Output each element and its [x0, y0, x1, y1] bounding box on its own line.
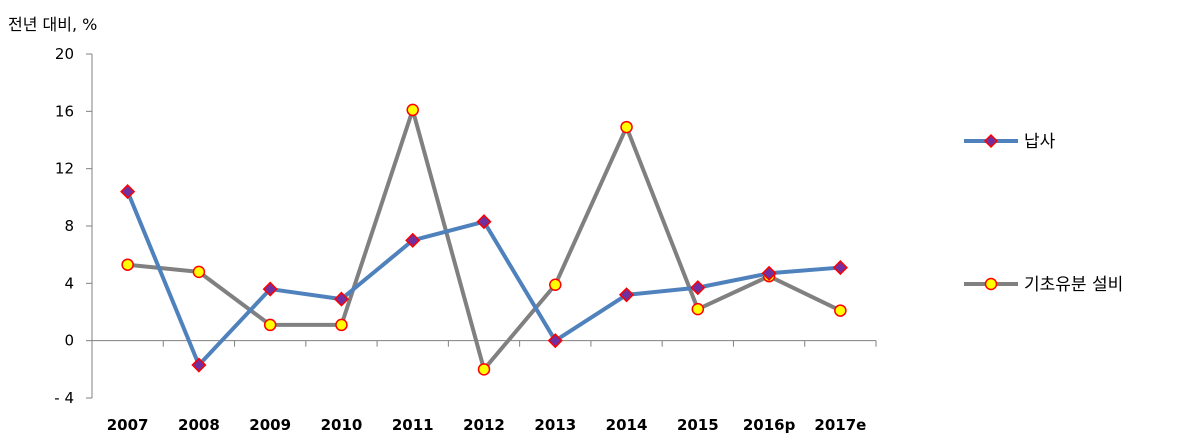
data-point [335, 318, 348, 332]
series-2 [121, 103, 847, 376]
y-tick-label: - 4 [54, 389, 74, 407]
y-tick-label: 0 [64, 332, 74, 350]
x-tick-label: 2015 [677, 416, 719, 434]
x-tick-label: 2013 [534, 416, 576, 434]
data-point [333, 291, 350, 307]
x-tick-labels: 2007 2008 2009 2010 2011 2012 2013 2014 2015 2016… [107, 416, 867, 434]
data-point [691, 302, 705, 316]
x-tick-label: 2007 [107, 416, 149, 434]
y-tick-label: 12 [55, 160, 74, 178]
legend-marker [983, 133, 999, 149]
data-point [477, 363, 491, 376]
data-point [262, 281, 278, 297]
x-tick-label: 2014 [606, 416, 648, 434]
data-point [549, 278, 562, 292]
data-point [121, 258, 134, 271]
data-point [263, 318, 277, 332]
legend-label: 기초유분 설비 [1024, 275, 1123, 295]
x-tick-label: 2011 [392, 416, 434, 434]
x-tick-label: 2016p [743, 416, 796, 434]
x-tick-label: 2008 [178, 416, 220, 434]
y-tick-label: 16 [55, 102, 74, 120]
series-line [127, 107, 842, 372]
y-tick-label: 4 [64, 274, 74, 292]
y-tick-labels: 20 16 12 8 4 0 - 4 [54, 45, 74, 407]
data-point [405, 232, 421, 248]
legend-item-2: 기초유분 설비 [964, 275, 1123, 295]
x-tick-label: 2009 [249, 416, 291, 434]
data-point [192, 265, 206, 279]
data-point [476, 214, 492, 230]
data-point [191, 357, 207, 373]
y-tick-label: 20 [55, 45, 74, 63]
x-tick-label: 2010 [321, 416, 363, 434]
data-point [834, 304, 847, 317]
x-tick-label: 2012 [463, 416, 505, 434]
legend-marker [984, 277, 998, 291]
data-point [690, 280, 706, 296]
legend-item-1: 납사 [964, 132, 1056, 152]
series-1 [120, 184, 848, 373]
data-point [547, 333, 563, 349]
series-layer [120, 103, 848, 376]
legend-label: 납사 [1024, 132, 1056, 152]
x-tick-label: 2017e [814, 416, 866, 434]
data-point [618, 287, 635, 303]
data-point [761, 265, 777, 281]
data-point [832, 260, 848, 276]
y-axis-title: 전년 대비, % [8, 15, 97, 34]
data-point [620, 120, 633, 134]
y-tick-label: 8 [64, 217, 74, 235]
data-point [406, 103, 419, 117]
data-point [120, 184, 136, 200]
